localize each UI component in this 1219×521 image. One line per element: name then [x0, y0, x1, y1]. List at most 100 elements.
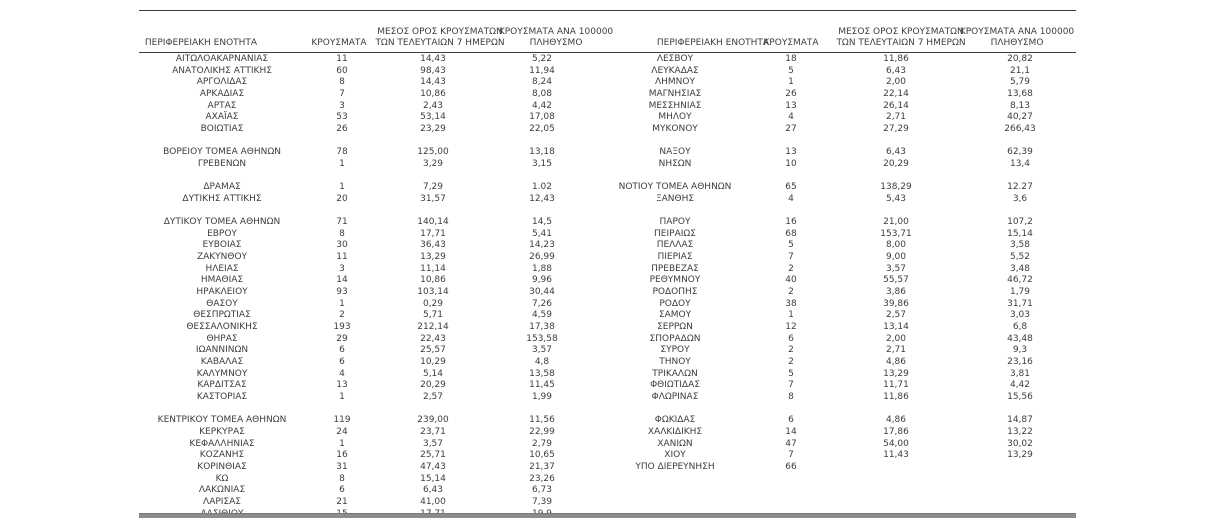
cases-cell: 1: [339, 182, 345, 193]
avg7-cell: 2,57: [885, 310, 907, 321]
avg7-cell: 140,14: [417, 217, 449, 228]
avg7-cell: [379, 404, 487, 416]
region-cell: ΓΡΕΒΕΝΩΝ: [197, 158, 247, 169]
region-cell: ΑΡΚΑΔΙΑΣ: [199, 88, 245, 99]
table-row: ΡΟΔΟΠΗΣ 2 3,86 1,79: [595, 287, 1075, 299]
region-cell: ΚΑΣΤΟΡΙΑΣ: [196, 391, 248, 402]
region-cell: [139, 136, 305, 148]
region-cell: ΘΕΣΠΡΩΤΙΑΣ: [193, 310, 251, 321]
per100k-cell: 4,59: [531, 310, 553, 321]
cases-cell: 24: [336, 426, 348, 437]
table-row: ΔΥΤΙΚΗΣ ΑΤΤΙΚΗΣ 20 31,57 12,43: [139, 194, 597, 206]
avg7-cell: 3,57: [885, 263, 907, 274]
table-row: ΠΑΡΟΥ 16 21,00 107,2: [595, 217, 1075, 229]
table-row: ΣΥΡΟΥ 2 2,71 9,3: [595, 345, 1075, 357]
avg7-cell: 5,14: [422, 368, 444, 379]
avg7-cell: 7,29: [422, 182, 444, 193]
cases-cell: 40: [785, 275, 797, 286]
table-spacer-row: [595, 171, 1075, 183]
avg7-cell: [827, 462, 965, 474]
avg7-cell: [827, 136, 965, 148]
cases-cell: 8: [339, 473, 345, 484]
table-row: ΑΝΑΤΟΛΙΚΗΣ ΑΤΤΙΚΗΣ 60 98,43 11,94: [139, 66, 597, 78]
table-row: ΖΑΚΥΝΘΟΥ 11 13,29 26,99: [139, 252, 597, 264]
cases-cell: 65: [785, 182, 797, 193]
avg7-cell: 53,14: [420, 112, 446, 123]
cases-cell: 18: [785, 54, 797, 64]
table-row: ΝΗΣΩΝ 10 20,29 13,4: [595, 159, 1075, 171]
cases-cell: 11: [336, 54, 348, 64]
cases-cell: 1: [339, 298, 345, 309]
cases-cell: 78: [336, 147, 348, 158]
table-row: ΙΩΑΝΝΙΝΩΝ 6 25,57 3,57: [139, 345, 597, 357]
table-spacer-row: [595, 474, 1075, 486]
cases-cell: 31: [336, 461, 348, 472]
region-cell: [595, 474, 755, 486]
per100k-cell: 4,42: [531, 100, 553, 111]
col-header-per100k-left-line1: ΚΡΟΥΣΜΑΤΑ ΑΝΑ 100000: [498, 27, 614, 37]
table-row: ΘΕΣΠΡΩΤΙΑΣ 2 5,71 4,59: [139, 310, 597, 322]
cases-cell: [305, 171, 379, 183]
region-cell: ΡΕΘΥΜΝΟΥ: [649, 275, 701, 286]
table-row: ΚΕΦΑΛΛΗΝΙΑΣ 1 3,57 2,79: [139, 439, 597, 451]
table-row: ΧΑΛΚΙΔΙΚΗΣ 14 17,86 13,22: [595, 427, 1075, 439]
region-cell: ΗΛΕΙΑΣ: [205, 263, 239, 274]
per100k-cell: [487, 171, 597, 183]
region-cell: ΕΒΡΟΥ: [207, 228, 237, 239]
per100k-cell: 31,71: [1007, 298, 1033, 309]
avg7-cell: 13,29: [420, 252, 446, 263]
table-row: ΘΗΡΑΣ 29 22,43 153,58: [139, 334, 597, 346]
per100k-cell: 13,58: [529, 368, 555, 379]
region-cell: ΛΕΣΒΟΥ: [656, 54, 694, 64]
cases-cell: [305, 136, 379, 148]
per100k-cell: 5,79: [1009, 77, 1031, 88]
cases-cell: 2: [339, 310, 345, 321]
cases-cell: 4: [788, 193, 794, 204]
per100k-cell: 22,99: [529, 426, 555, 437]
region-cell: ΧΙΟΥ: [664, 450, 686, 461]
cases-cell: 10: [785, 158, 797, 169]
region-cell: ΔΥΤΙΚΗΣ ΑΤΤΙΚΗΣ: [182, 193, 262, 204]
table-row: ΤΗΝΟΥ 2 4,86 23,16: [595, 357, 1075, 369]
avg7-cell: 2,57: [422, 391, 444, 402]
avg7-cell: 2,00: [885, 333, 907, 344]
avg7-cell: 8,00: [885, 240, 907, 251]
table-body-left: ΑΙΤΩΛΟΑΚΑΡΝΑΝΙΑΣ 11 14,43 5,22 ΑΝΑΤΟΛΙΚΗΣ ΑΤ…: [139, 54, 597, 520]
region-cell: [595, 136, 755, 148]
cases-cell: 16: [785, 217, 797, 228]
cases-cell: 6: [788, 415, 794, 426]
cases-cell: [755, 474, 827, 486]
per100k-cell: [965, 404, 1075, 416]
region-cell: [139, 171, 305, 183]
region-cell: ΛΕΥΚΑΔΑΣ: [651, 65, 699, 76]
avg7-cell: 22,43: [420, 333, 446, 344]
region-cell: ΑΡΤΑΣ: [207, 100, 237, 111]
avg7-cell: 98,43: [420, 65, 446, 76]
table-row: ΜΗΛΟΥ 4 2,71 40,27: [595, 112, 1075, 124]
per100k-cell: 3,48: [1009, 263, 1031, 274]
region-cell: ΜΥΚΟΝΟΥ: [652, 123, 698, 134]
avg7-cell: 36,43: [420, 240, 446, 251]
avg7-cell: 11,14: [420, 263, 446, 274]
region-cell: ΘΕΣΣΑΛΟΝΙΚΗΣ: [186, 322, 258, 333]
cases-cell: 20: [336, 193, 348, 204]
region-cell: ΛΑΡΙΣΑΣ: [203, 496, 241, 507]
cases-cell: 7: [788, 450, 794, 461]
avg7-cell: 11,86: [883, 54, 909, 64]
cases-cell: 11: [336, 252, 348, 263]
region-cell: ΝΟΤΙΟΥ ΤΟΜΕΑ ΑΘΗΝΩΝ: [618, 182, 732, 193]
cases-cell: 7: [339, 88, 345, 99]
per100k-cell: 12,43: [529, 193, 555, 204]
cases-cell: 4: [788, 112, 794, 123]
cases-cell: 3: [339, 263, 345, 274]
avg7-cell: 239,00: [417, 415, 449, 426]
avg7-cell: 13,14: [883, 322, 909, 333]
avg7-cell: 17,71: [420, 228, 446, 239]
table-row: ΧΑΝΙΩΝ 47 54,00 30,02: [595, 439, 1075, 451]
avg7-cell: 13,29: [883, 368, 909, 379]
per100k-cell: 46,72: [1007, 275, 1033, 286]
per100k-cell: [965, 485, 1075, 497]
cases-cell: 68: [785, 228, 797, 239]
col-header-per100k-right-line2: ΠΛΗΘΥΣΜΟ: [990, 38, 1044, 48]
